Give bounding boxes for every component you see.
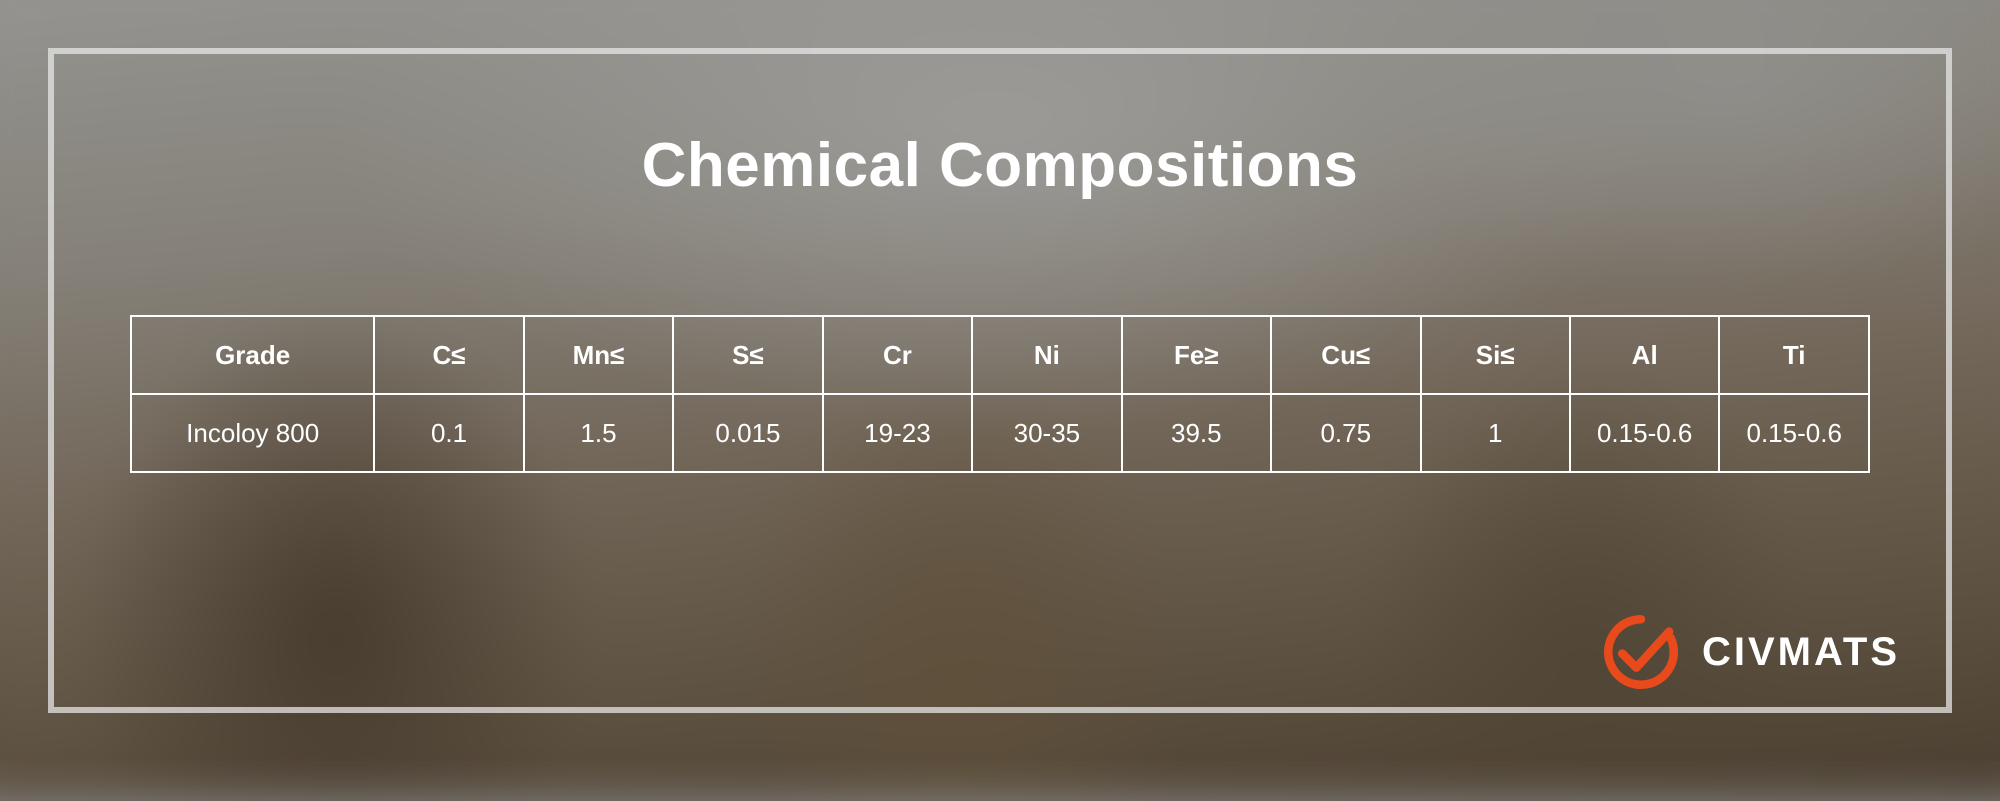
col-mn: Mn≤ [524, 316, 673, 394]
table-header-row: Grade C≤ Mn≤ S≤ Cr Ni Fe≥ Cu≤ Si≤ Al Ti [131, 316, 1869, 394]
brand-name: CIVMATS [1702, 630, 1900, 675]
col-cr: Cr [823, 316, 972, 394]
brand-logo-icon [1602, 613, 1680, 691]
page-title: Chemical Compositions [0, 130, 2000, 201]
composition-table-wrap: Grade C≤ Mn≤ S≤ Cr Ni Fe≥ Cu≤ Si≤ Al Ti … [130, 315, 1870, 473]
col-c: C≤ [374, 316, 523, 394]
col-al: Al [1570, 316, 1719, 394]
col-si: Si≤ [1421, 316, 1570, 394]
cell-cr: 19-23 [823, 394, 972, 472]
cell-cu: 0.75 [1271, 394, 1420, 472]
cell-al: 0.15-0.6 [1570, 394, 1719, 472]
col-cu: Cu≤ [1271, 316, 1420, 394]
cell-c: 0.1 [374, 394, 523, 472]
cell-fe: 39.5 [1122, 394, 1271, 472]
cell-grade: Incoloy 800 [131, 394, 374, 472]
cell-ni: 30-35 [972, 394, 1121, 472]
col-fe: Fe≥ [1122, 316, 1271, 394]
composition-table: Grade C≤ Mn≤ S≤ Cr Ni Fe≥ Cu≤ Si≤ Al Ti … [130, 315, 1870, 473]
col-grade: Grade [131, 316, 374, 394]
cell-mn: 1.5 [524, 394, 673, 472]
col-s: S≤ [673, 316, 822, 394]
col-ni: Ni [972, 316, 1121, 394]
col-ti: Ti [1719, 316, 1869, 394]
cell-ti: 0.15-0.6 [1719, 394, 1869, 472]
table-row: Incoloy 800 0.1 1.5 0.015 19-23 30-35 39… [131, 394, 1869, 472]
cell-s: 0.015 [673, 394, 822, 472]
cell-si: 1 [1421, 394, 1570, 472]
brand: CIVMATS [1602, 613, 1900, 691]
